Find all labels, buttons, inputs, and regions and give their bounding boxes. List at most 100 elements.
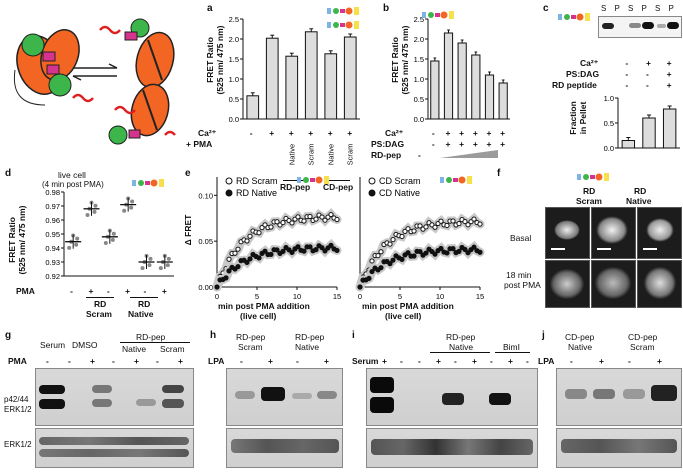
panel-d-point-1-0 bbox=[85, 212, 90, 217]
panel-c-row2-2: + bbox=[666, 69, 672, 79]
panel-b-ca-0: - bbox=[431, 128, 435, 138]
panel-g-lane-serum: Serum bbox=[40, 340, 66, 350]
panel-e-left-pt-1-10 bbox=[244, 259, 250, 266]
panel-e-right-icon-b bbox=[446, 177, 452, 183]
chart-c-ticklabel-2: 1.0 bbox=[604, 94, 614, 103]
panel-e-right-pt-0-22 bbox=[423, 224, 429, 230]
panel-c-row2-0: - bbox=[625, 69, 629, 79]
panel-h-lpa-3: + bbox=[324, 356, 329, 366]
panel-e-left-pt-1-27 bbox=[295, 244, 301, 250]
panel-j-lpa-0: - bbox=[570, 356, 573, 366]
panel-b-row3-label: RD-pep bbox=[371, 150, 402, 160]
panel-g-band1: p42/44 bbox=[4, 395, 29, 404]
panel-i-serum-label: Serum bbox=[352, 356, 379, 366]
panel-i-bim: BimI bbox=[503, 342, 520, 352]
panel-g-pma-1: - bbox=[68, 356, 71, 366]
panel-a-ca-3: + bbox=[308, 128, 314, 138]
panel-a-group2: CD-pep bbox=[323, 182, 354, 192]
panel-a-barlabel-4: Native bbox=[326, 143, 336, 166]
panel-e-right-pt-1-16 bbox=[405, 250, 411, 256]
panel-h-group1b: Scram bbox=[238, 342, 263, 352]
panel-e-left-pt-1-16 bbox=[262, 248, 268, 254]
panel-e-right-xticklabel-1: 5 bbox=[398, 292, 402, 301]
panel-i-sign-7: - bbox=[526, 356, 529, 366]
panel-e-right-pt-1-3 bbox=[366, 275, 372, 282]
panel-g-pma-6: + bbox=[178, 356, 183, 366]
panel-c-chart: 0.0 0.5 1.0 bbox=[604, 94, 680, 153]
panel-e-right-pt-0-20 bbox=[417, 223, 423, 229]
chart-b-ticklabel-3: 1.5 bbox=[414, 55, 424, 64]
panel-e-right-pt-0-29 bbox=[444, 222, 450, 229]
panel-e-left-pt-0-10 bbox=[244, 238, 250, 244]
panel-d-group2: RD bbox=[138, 299, 151, 309]
panel-e-right-pt-1-4 bbox=[369, 268, 375, 275]
panel-e-right-pt-0-7 bbox=[378, 249, 384, 255]
panel-e-left-legend-0: RD Scram bbox=[236, 176, 278, 186]
chart-c-bar-1 bbox=[642, 117, 656, 149]
panel-e-right-pt-1-38 bbox=[471, 244, 477, 250]
panel-e-right-pt-1-20 bbox=[417, 248, 423, 255]
panel-d-point-1-3 bbox=[93, 203, 98, 208]
panel-e-right-pt-1-7 bbox=[378, 265, 384, 271]
panel-e-left-xticklabel-3: 15 bbox=[333, 292, 341, 301]
panel-e-right-pt-0-38 bbox=[471, 216, 477, 222]
panel-i-blot-bottom bbox=[366, 428, 538, 468]
panel-e-right-pt-0-18 bbox=[411, 228, 417, 234]
panel-a-chart: 0.0 0.5 1.0 1.5 2.0 2.5 bbox=[229, 15, 360, 124]
panel-e-right-pt-0-16 bbox=[405, 226, 411, 232]
chart-c-bar-2 bbox=[662, 108, 677, 149]
panel-c-row3-label: RD peptide bbox=[552, 80, 597, 90]
panel-e-left-pt-0-18 bbox=[268, 224, 274, 230]
panel-c-blot bbox=[598, 16, 682, 38]
panel-c-row1-1: + bbox=[646, 58, 651, 68]
panel-e-left-pt-1-7 bbox=[235, 264, 241, 270]
panel-e-ylabel: Δ FRET bbox=[183, 214, 193, 246]
panel-e-left-xticklabel-1: 5 bbox=[255, 292, 259, 301]
panel-b-psdag-2: + bbox=[459, 139, 465, 149]
panel-h-blot-top bbox=[226, 368, 343, 426]
panel-e-left-pt-0-36 bbox=[322, 217, 328, 223]
panel-a-ca-1: + bbox=[269, 128, 275, 138]
panel-g-pma-2: + bbox=[90, 356, 95, 366]
panel-e-right-pt-1-31 bbox=[450, 246, 456, 252]
panel-d-point-2-1 bbox=[110, 237, 115, 242]
panel-e-xlabel2-left: (live cell) bbox=[240, 311, 277, 321]
panel-a-ca-5: + bbox=[347, 128, 353, 138]
panel-e-right-xticklabel-2: 10 bbox=[436, 292, 444, 301]
panel-d-point-4-0 bbox=[140, 266, 145, 271]
panel-h-lpa-2: - bbox=[296, 356, 299, 366]
panel-e-left-pt-1-33 bbox=[313, 247, 319, 253]
chart-b-bar-0 bbox=[430, 60, 440, 120]
panel-e-left-pt-0-6 bbox=[232, 250, 238, 256]
panel-e-right-pt-0-4 bbox=[369, 258, 375, 264]
panel-e-right-pt-0-33 bbox=[456, 220, 462, 227]
panel-e-left-pt-1-3 bbox=[223, 275, 229, 281]
panel-e-left-pt-1-20 bbox=[274, 247, 280, 253]
panel-a-construct-icon bbox=[327, 7, 359, 29]
chart-a-ticklabel-4: 2.0 bbox=[229, 35, 239, 44]
panel-e-left-pt-0-38 bbox=[328, 211, 334, 218]
chart-b-bar-4 bbox=[484, 74, 495, 120]
panel-d-pma-3: + bbox=[125, 286, 131, 296]
panel-j-group2b: Scram bbox=[630, 342, 655, 352]
panel-g-pma-5: - bbox=[156, 356, 159, 366]
panel-g-pma-0: - bbox=[46, 356, 49, 366]
panel-e-left-pt-1-35 bbox=[319, 245, 325, 251]
panel-label-f: f bbox=[497, 168, 501, 179]
chart-a-bar-4 bbox=[324, 53, 338, 120]
panel-b-psdag-4: + bbox=[486, 139, 492, 149]
panel-e-left-pt-0-7 bbox=[235, 246, 241, 252]
panel-j-lpa-2: - bbox=[628, 356, 631, 366]
panel-a-barlabel-5: Scram bbox=[345, 143, 355, 166]
panel-e-left-pt-1-40 bbox=[334, 247, 340, 254]
panel-j-lpa-3: + bbox=[657, 356, 662, 366]
panel-g-lane-dmso: DMSO bbox=[72, 340, 98, 350]
panel-c-row1-2: + bbox=[666, 58, 672, 68]
panel-i-sign-6: + bbox=[508, 356, 513, 366]
panel-i-group2: Native bbox=[449, 342, 474, 352]
panel-g-pma-3: - bbox=[112, 356, 115, 366]
panel-d-group-line-2 bbox=[130, 297, 158, 298]
panel-b-psdag-5: + bbox=[500, 139, 506, 149]
panel-e-xlabel2-right: (live cell) bbox=[385, 311, 422, 321]
panel-b-chart: 0.0 0.5 1.0 1.5 2.0 2.5 bbox=[414, 15, 510, 124]
